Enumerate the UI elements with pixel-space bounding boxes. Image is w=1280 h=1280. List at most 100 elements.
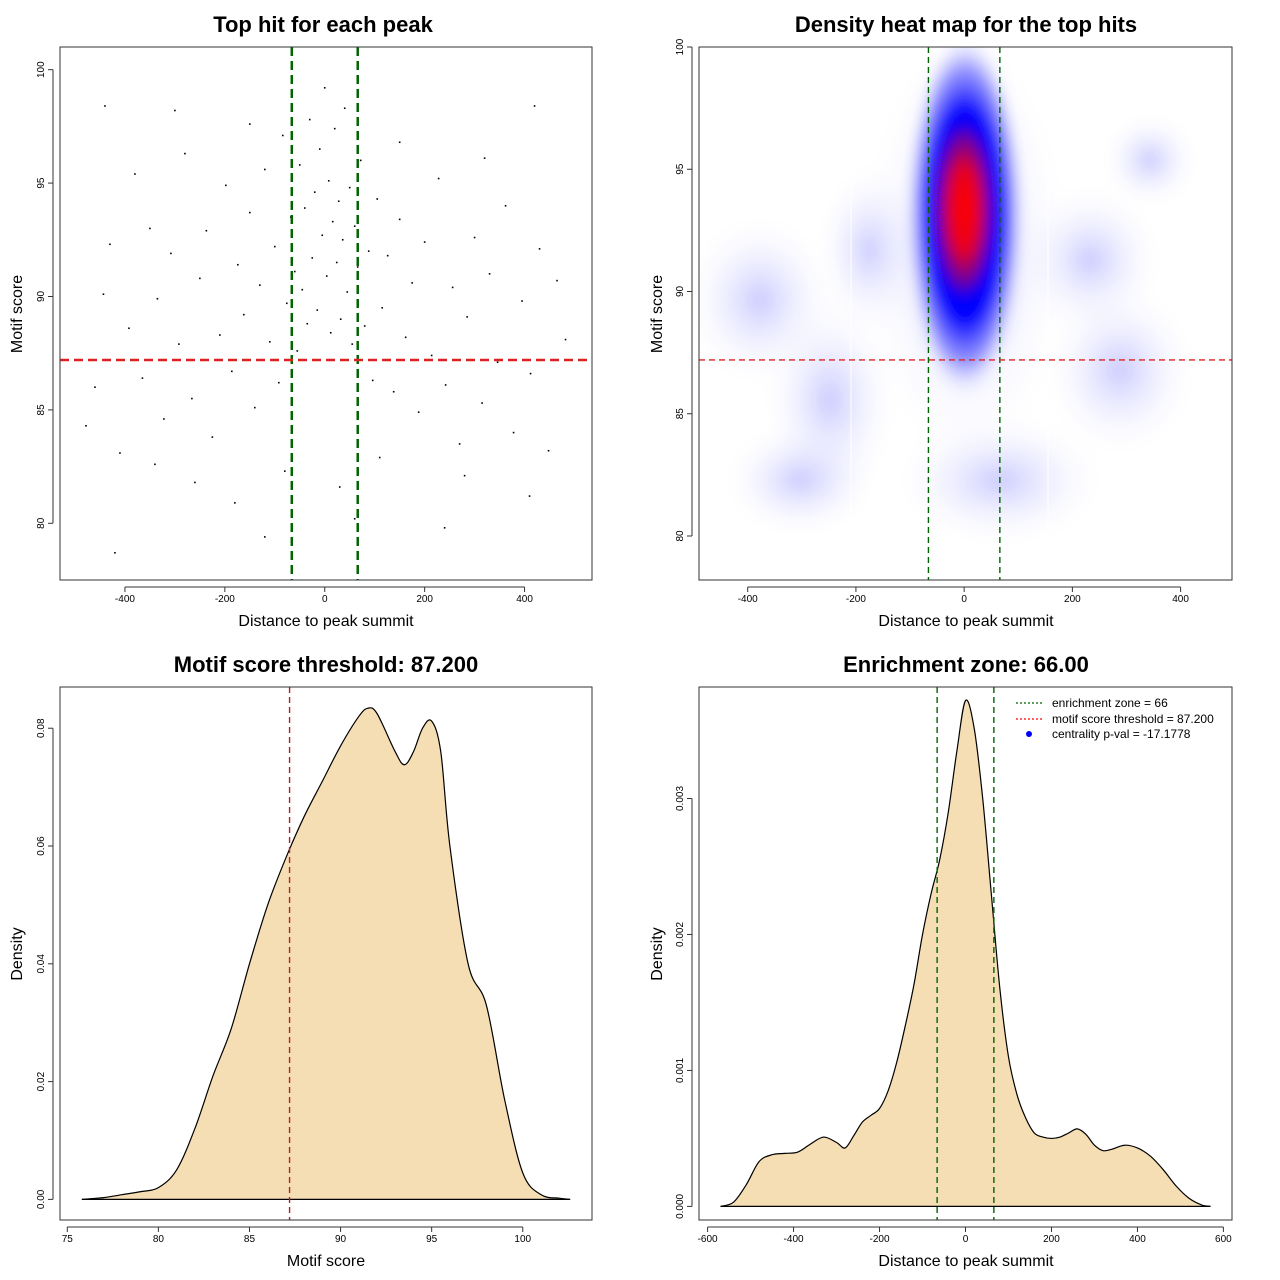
scatter-point [528,495,531,497]
scatter-point [556,279,558,282]
scatter-x-tick-label: 0 [322,594,328,605]
enrichment-x-tick-label: -600 [698,1234,718,1245]
scatter-point [277,381,280,384]
scatter-point [348,186,351,189]
scatter-x-tick-label: -200 [215,594,235,605]
heatmap-faint-region [1040,280,1200,460]
enrichment-x-tick-label: 400 [1129,1234,1146,1245]
score-density-y-tick-label: 0.08 [36,718,47,738]
scatter-point [329,331,332,334]
enrichment-x-tick-label: 600 [1215,1234,1232,1245]
legend-pval-label: centrality p-val = -17.1778 [1052,727,1191,741]
scatter-point [231,370,233,373]
score-density-y-label: Density [9,927,26,980]
enrichment-y-tick-label: 0.003 [675,786,686,811]
scatter-point [281,134,284,137]
scatter-point [178,343,180,345]
enrichment-x-tick-label: -200 [870,1234,890,1245]
heatmap-panel: Density heat map for the top hits Distan… [649,12,1233,630]
enrichment-density-area [720,699,1211,1207]
scatter-frame [59,46,593,581]
enrichment-x-label: Distance to peak summit [878,1253,1054,1270]
scatter-point [404,336,407,339]
scatter-x-tick-label: -400 [115,594,135,605]
scatter-point [114,551,116,554]
heatmap-x-tick-label: 0 [961,594,967,605]
heatmap-red-core [932,115,996,305]
scatter-point [466,316,468,318]
scatter-point [341,238,344,241]
scatter-point [205,229,208,232]
scatter-point [444,384,447,386]
scatter-panel: Top hit for each peak Distance to peak s… [9,12,593,630]
score-density-x-tick-label: 100 [514,1234,531,1245]
score-density-x-tick-label: 80 [153,1234,165,1245]
scatter-point [94,386,96,389]
score-density-x-tick-label: 75 [62,1234,74,1245]
scatter-point [303,207,306,209]
scatter-point [141,377,144,379]
scatter-point [225,184,227,187]
enrichment-frame [698,686,1233,1221]
heatmap-y-tick-label: 90 [675,285,686,297]
scatter-point [335,261,338,264]
scatter-point [285,302,288,305]
legend-threshold-label: motif score threshold = 87.200 [1052,712,1214,726]
scatter-point [269,341,271,343]
heatmap-y-tick-label: 100 [675,38,686,55]
scatter-point [249,123,251,125]
scatter-point [234,502,236,504]
scatter-point [194,481,196,484]
scatter-point [338,486,341,488]
scatter-point [327,180,330,182]
scatter-y-label: Motif score [9,275,26,353]
heatmap-y-label: Motif score [649,275,666,353]
scatter-point [85,424,87,427]
scatter-point [346,291,349,293]
score-density-frame [59,686,593,1221]
scatter-point [102,293,105,296]
scatter-point [473,236,476,239]
scatter-point [273,245,276,248]
scatter-point [437,177,440,180]
scatter-point [331,220,334,223]
scatter-point [339,318,342,320]
scatter-point [311,257,314,259]
scatter-point [547,449,550,452]
score-density-x-tick-label: 90 [335,1234,347,1245]
scatter-point [359,159,362,162]
scatter-point [343,107,346,110]
scatter-point [371,379,374,382]
scatter-point [313,191,316,193]
scatter-point [156,297,159,300]
scatter-point [323,87,326,89]
scatter-point [353,517,356,520]
scatter-point [363,325,366,327]
scatter-point [211,436,214,438]
scatter-point [316,309,319,311]
scatter-y-tick-label: 95 [36,177,47,189]
scatter-point [533,105,536,107]
heatmap-frame [698,46,1233,581]
enrichment-title: Enrichment zone: 66.00 [843,652,1089,677]
scatter-point [353,225,356,227]
scatter-point [398,218,401,221]
scatter-point [264,536,266,538]
scatter-point [529,372,532,375]
scatter-point [199,277,201,280]
heatmap-x-tick-label: -400 [738,594,758,605]
score-density-curve [81,707,571,1200]
scatter-point [512,431,515,434]
scatter-point [163,418,165,420]
heatmap-faint-region [720,420,880,540]
score-density-title: Motif score threshold: 87.200 [174,652,478,677]
scatter-title: Top hit for each peak [213,12,433,37]
enrichment-y-tick-label: 0.002 [675,922,686,947]
enrichment-y-tick-label: 0.001 [675,1057,686,1082]
enrichment-x-tick-label: 0 [963,1234,969,1245]
scatter-point [378,456,381,459]
scatter-point [249,211,251,214]
scatter-point [386,254,389,257]
scatter-point [243,313,245,316]
scatter-y-tick-label: 85 [36,404,47,416]
